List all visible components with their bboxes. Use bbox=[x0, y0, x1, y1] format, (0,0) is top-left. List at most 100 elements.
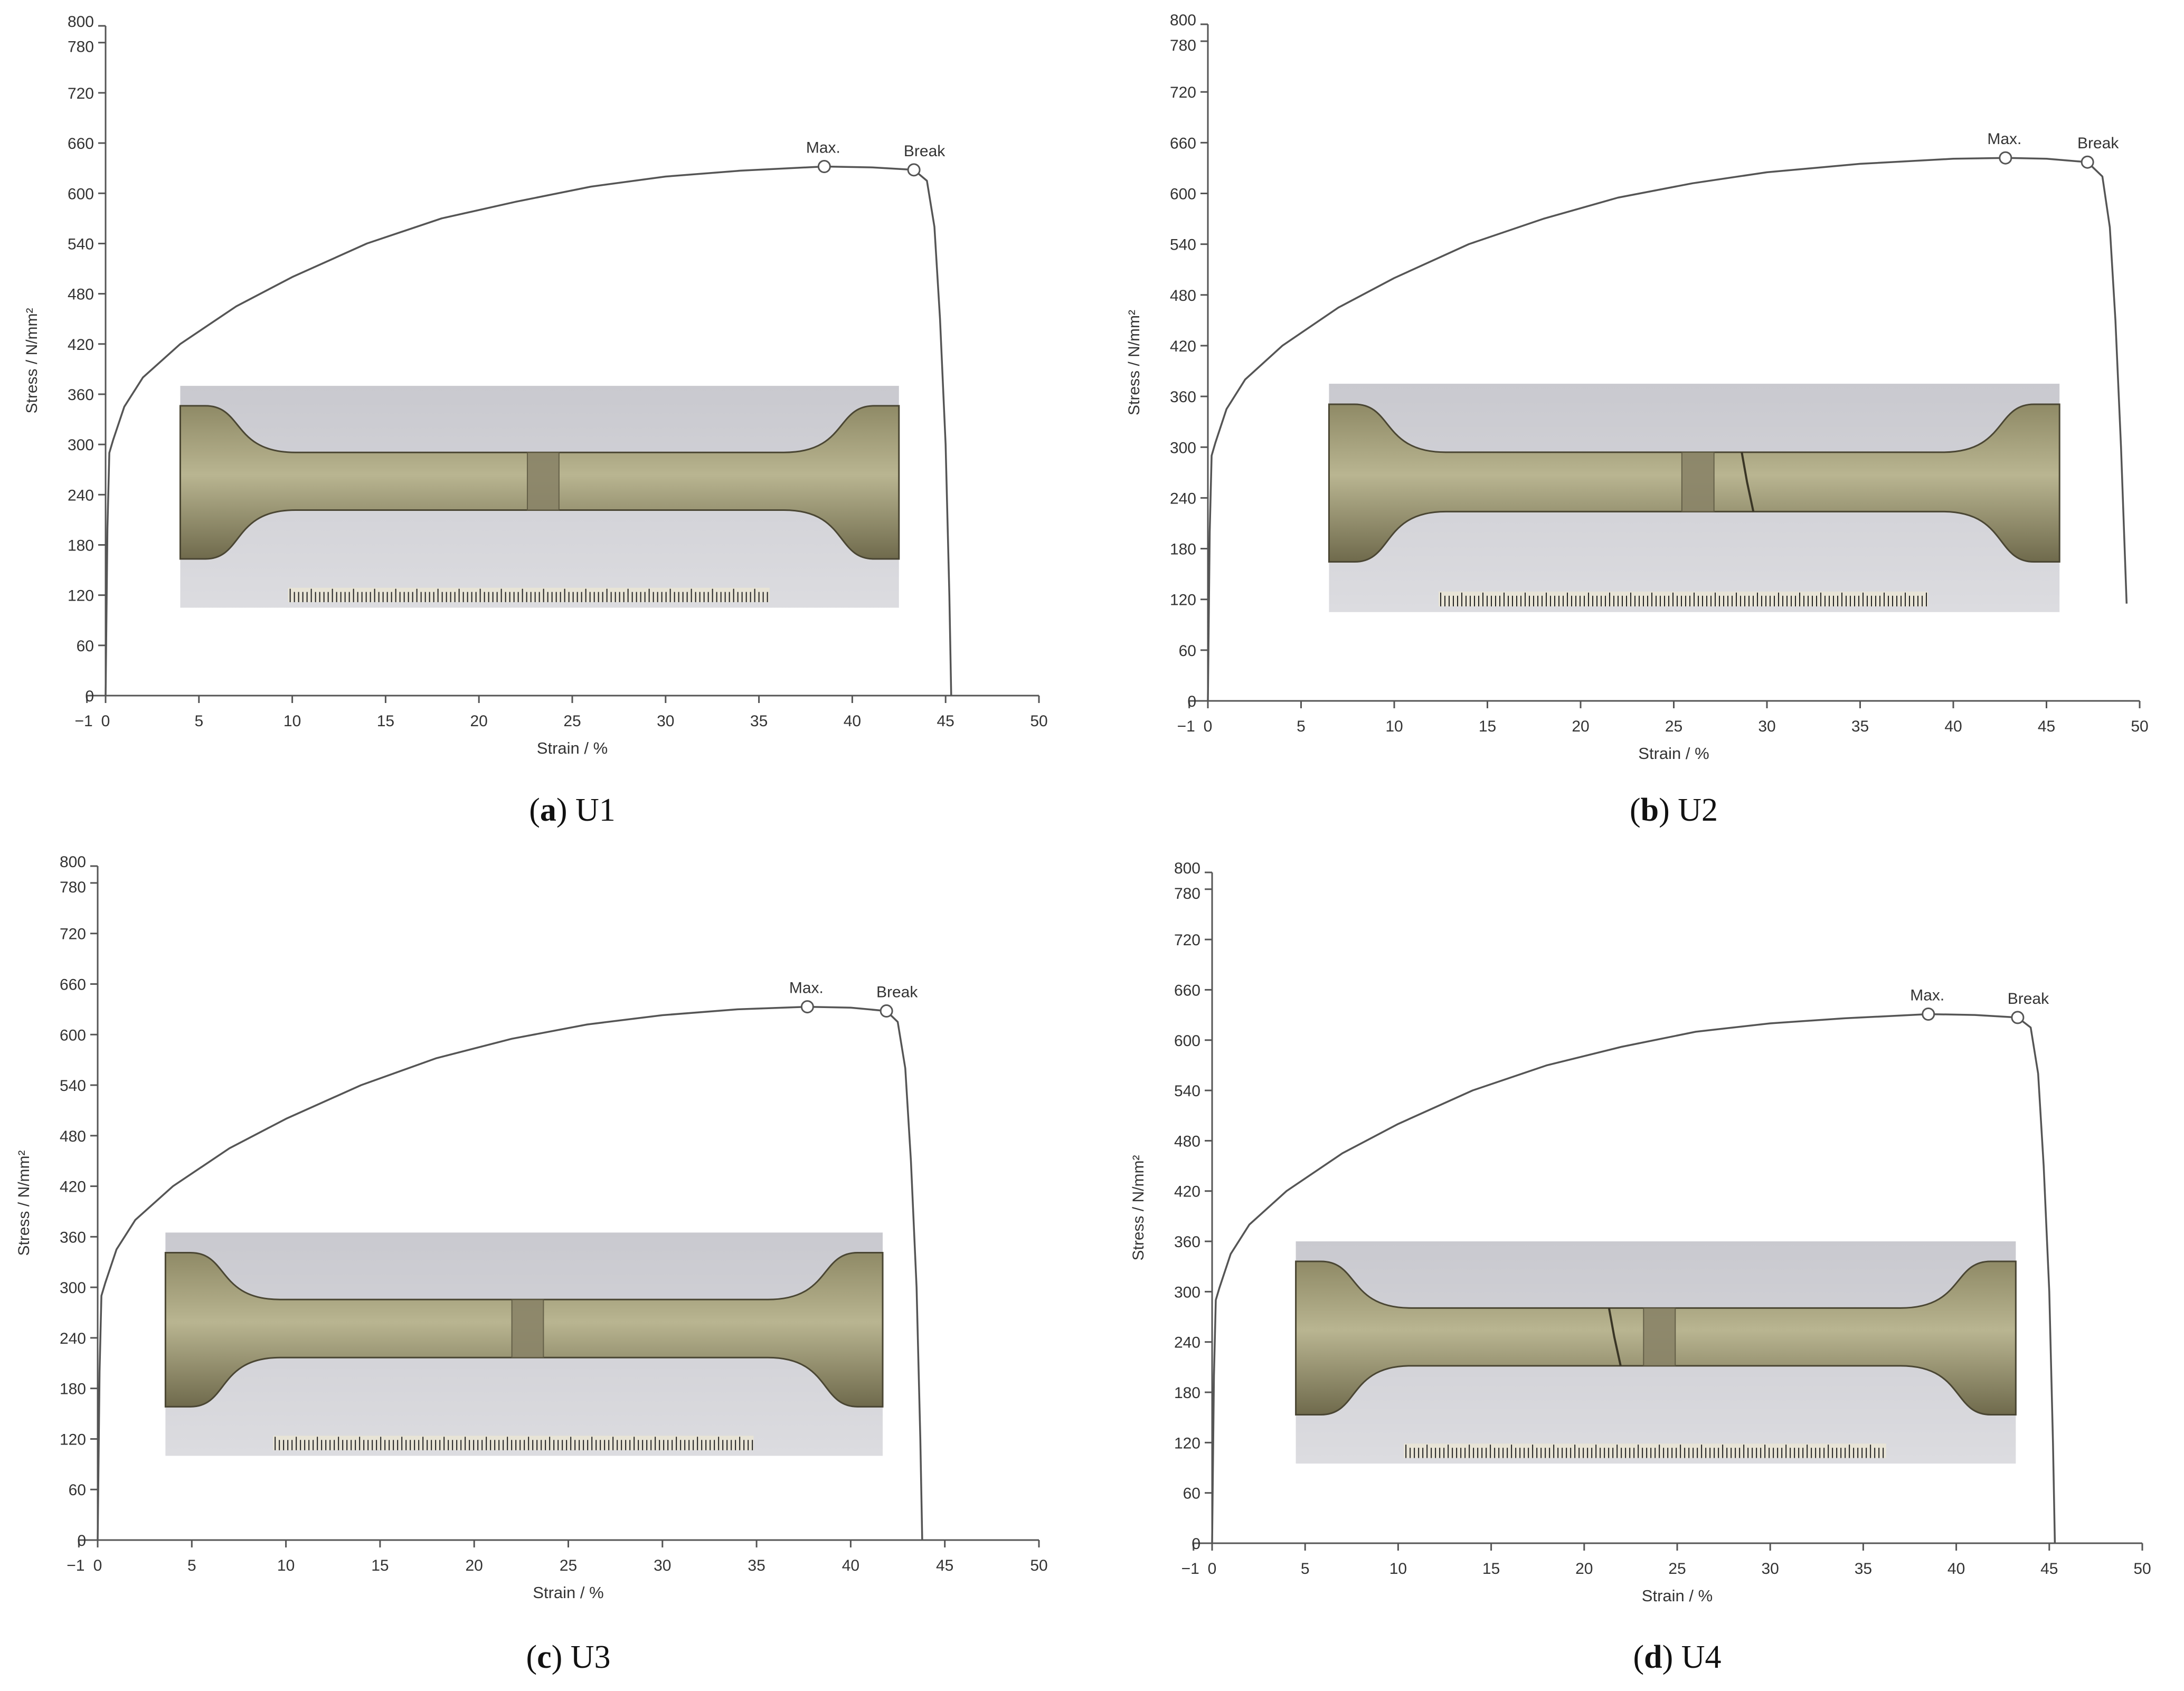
weld-zone bbox=[1681, 451, 1715, 512]
break-label: Break bbox=[2008, 990, 2049, 1008]
y-tick-label: 800 bbox=[1174, 860, 1200, 877]
x-tick-label: 45 bbox=[2040, 1560, 2058, 1578]
max-label: Max. bbox=[1910, 986, 1944, 1004]
max-marker bbox=[1922, 1007, 1935, 1021]
x-tick-label: 0 bbox=[1204, 718, 1213, 735]
y-tick-label: 420 bbox=[68, 336, 94, 354]
x-tick-label: 5 bbox=[1297, 718, 1306, 735]
y-tick-label: 800 bbox=[68, 13, 94, 31]
y-tick-label: 120 bbox=[1174, 1434, 1200, 1452]
y-tick-label: 120 bbox=[60, 1431, 86, 1448]
specimen-photo bbox=[164, 1232, 884, 1456]
y-tick-label: 800 bbox=[1170, 12, 1196, 29]
y-tick-label: 300 bbox=[1170, 439, 1196, 457]
x-tick-label: −1 bbox=[75, 712, 93, 730]
weld-zone bbox=[511, 1299, 544, 1358]
ruler bbox=[288, 587, 770, 602]
y-tick-label: 780 bbox=[60, 879, 86, 896]
ruler bbox=[273, 1436, 754, 1450]
break-marker bbox=[880, 1004, 893, 1018]
y-tick-label: 180 bbox=[1170, 541, 1196, 558]
y-tick-label: 540 bbox=[1174, 1082, 1200, 1100]
y-tick-label: 360 bbox=[68, 386, 94, 404]
y-tick-label: 420 bbox=[1170, 338, 1196, 355]
x-tick-label: 20 bbox=[470, 712, 488, 730]
y-tick-label: 0 bbox=[77, 1532, 86, 1550]
x-tick-label: 15 bbox=[1482, 1560, 1500, 1578]
y-tick-label: 780 bbox=[68, 39, 94, 56]
x-tick-label: 10 bbox=[283, 712, 301, 730]
chart-panel-U3: −1 0 5 10 15 20 25 30 35 40 45 50 0 60 120 180 240 300 360… bbox=[15, 853, 1048, 1675]
x-tick-label: 30 bbox=[1758, 718, 1775, 735]
y-tick-label: 240 bbox=[60, 1330, 86, 1347]
stress-strain-curve bbox=[1207, 157, 2128, 701]
x-tick-label: 20 bbox=[1575, 1560, 1593, 1578]
max-marker bbox=[817, 159, 831, 173]
y-tick-label: 180 bbox=[60, 1381, 86, 1398]
y-axis-label: Stress / N/mm² bbox=[1126, 310, 1143, 415]
y-tick-label: 120 bbox=[68, 587, 94, 605]
y-tick-label: 540 bbox=[68, 235, 94, 253]
x-tick-label: 0 bbox=[101, 712, 110, 730]
x-tick-label: 15 bbox=[1479, 718, 1496, 735]
y-tick-label: 780 bbox=[1170, 37, 1196, 54]
break-label: Break bbox=[876, 984, 918, 1001]
x-tick-label: −1 bbox=[1177, 718, 1195, 735]
x-tick-label: 25 bbox=[1665, 718, 1682, 735]
y-tick-label: 420 bbox=[60, 1179, 86, 1196]
x-tick-label: 0 bbox=[1208, 1560, 1217, 1578]
y-tick-label: 60 bbox=[1179, 642, 1196, 660]
x-tick-label: 15 bbox=[371, 1557, 389, 1574]
chart-panel-U4: −1 0 5 10 15 20 25 30 35 40 45 50 0 60 120 180 240 300 360… bbox=[1130, 860, 2151, 1675]
break-label: Break bbox=[904, 142, 946, 160]
x-tick-label: 40 bbox=[844, 712, 861, 730]
weld-zone bbox=[1643, 1307, 1676, 1366]
x-tick-label: 45 bbox=[936, 1557, 953, 1574]
x-axis-label: Strain / % bbox=[533, 1583, 603, 1602]
x-tick-label: 45 bbox=[937, 712, 954, 730]
y-tick-label: 120 bbox=[1170, 592, 1196, 609]
max-label: Max. bbox=[789, 980, 824, 997]
x-tick-label: 35 bbox=[1851, 718, 1869, 735]
y-tick-label: 60 bbox=[69, 1481, 86, 1499]
y-tick-label: 540 bbox=[1170, 236, 1196, 254]
fracture-line bbox=[1741, 452, 1755, 512]
y-tick-label: 300 bbox=[60, 1279, 86, 1297]
y-tick-label: 600 bbox=[1174, 1032, 1200, 1050]
x-axis-label: Strain / % bbox=[1642, 1586, 1713, 1605]
x-tick-label: 50 bbox=[2133, 1560, 2151, 1578]
panel-caption: (b) U2 bbox=[1630, 792, 1718, 828]
break-marker bbox=[907, 163, 921, 177]
x-tick-label: 30 bbox=[654, 1557, 671, 1574]
stress-strain-curve bbox=[105, 165, 952, 696]
panel-caption: (c) U3 bbox=[526, 1639, 610, 1675]
chart-panel-U1: −1 0 5 10 15 20 25 30 35 40 45 50 0 60 120 180 240 300 360… bbox=[23, 13, 1048, 828]
y-tick-label: 420 bbox=[1174, 1183, 1200, 1201]
y-tick-label: 800 bbox=[60, 853, 86, 871]
y-tick-label: 180 bbox=[1174, 1384, 1200, 1402]
y-tick-label: 60 bbox=[77, 638, 94, 655]
max-marker bbox=[1999, 151, 2012, 165]
x-tick-label: 40 bbox=[1944, 718, 1962, 735]
x-tick-label: 50 bbox=[1030, 712, 1047, 730]
x-tick-label: 5 bbox=[194, 712, 203, 730]
y-tick-label: 480 bbox=[1170, 287, 1196, 305]
stress-strain-curve bbox=[1211, 1013, 2056, 1544]
x-tick-label: 35 bbox=[1855, 1560, 1872, 1578]
y-tick-label: 360 bbox=[1170, 388, 1196, 406]
x-tick-label: −1 bbox=[1181, 1560, 1199, 1578]
x-tick-label: 15 bbox=[377, 712, 394, 730]
x-tick-label: 10 bbox=[277, 1557, 295, 1574]
x-tick-label: 35 bbox=[750, 712, 768, 730]
x-tick-label: 50 bbox=[1030, 1557, 1047, 1574]
break-marker bbox=[2081, 155, 2094, 169]
panel-caption: (d) U4 bbox=[1633, 1639, 1721, 1675]
x-tick-label: 45 bbox=[2038, 718, 2055, 735]
y-tick-label: 0 bbox=[1192, 1535, 1200, 1553]
x-tick-label: 10 bbox=[1385, 718, 1403, 735]
fracture-line bbox=[1608, 1308, 1622, 1366]
max-label: Max. bbox=[1987, 130, 2021, 148]
ruler bbox=[1404, 1443, 1886, 1458]
y-tick-label: 240 bbox=[68, 487, 94, 504]
x-tick-label: −1 bbox=[67, 1557, 84, 1574]
